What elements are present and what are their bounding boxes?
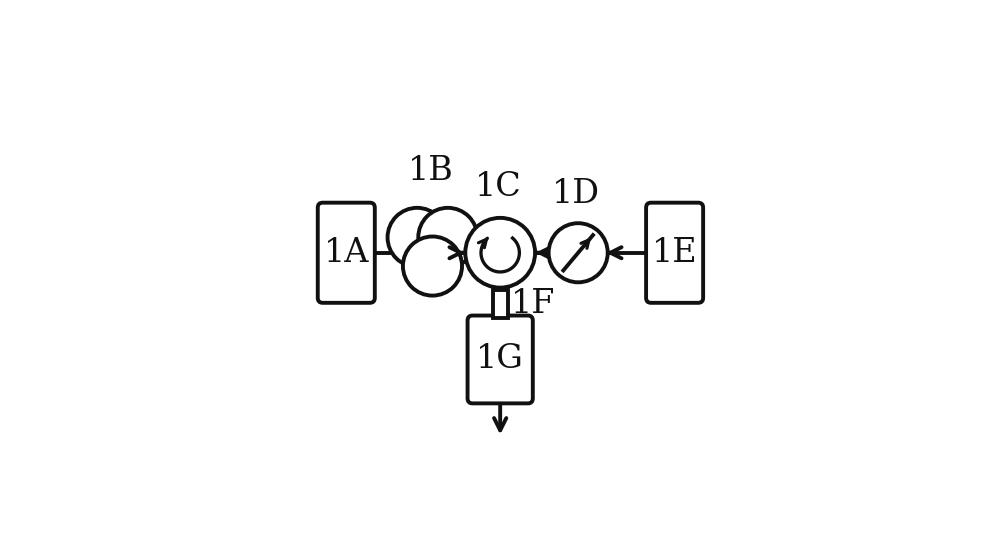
FancyBboxPatch shape xyxy=(468,316,533,403)
Text: 1E: 1E xyxy=(652,237,697,269)
Text: 1D: 1D xyxy=(552,177,600,209)
Text: 1C: 1C xyxy=(475,172,522,204)
FancyBboxPatch shape xyxy=(318,203,375,303)
Circle shape xyxy=(418,208,477,267)
Text: 1F: 1F xyxy=(510,288,555,320)
Circle shape xyxy=(403,237,462,296)
Text: 1G: 1G xyxy=(476,343,524,375)
FancyBboxPatch shape xyxy=(493,290,508,318)
Text: 1B: 1B xyxy=(408,155,453,187)
FancyBboxPatch shape xyxy=(646,203,703,303)
Text: 1A: 1A xyxy=(324,237,369,269)
Circle shape xyxy=(549,223,608,282)
Circle shape xyxy=(388,208,447,267)
Circle shape xyxy=(465,218,535,288)
